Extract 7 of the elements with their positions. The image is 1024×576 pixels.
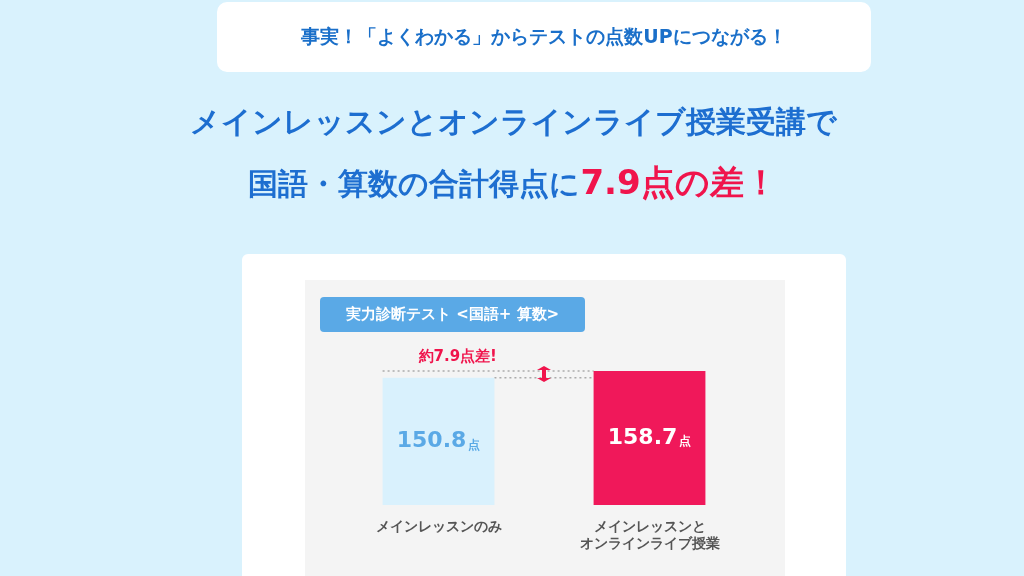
x-tick-label: メインレッスンとオンラインライブ授業 [579,518,720,552]
text: 約7.9点差! [418,347,497,367]
data-label: 150.8点 [396,427,481,453]
data-label: 158.7点 [607,423,692,449]
x-tick-label: メインレッスンのみ [375,518,502,535]
chart-subtitle: 事実！「よくわかる」からテストの点数UPにつながる！ [217,2,871,72]
chart-title: メインレッスンとオンラインライブ授業受講で国語・算数の合計得点に7.9点の差！ [188,103,838,204]
